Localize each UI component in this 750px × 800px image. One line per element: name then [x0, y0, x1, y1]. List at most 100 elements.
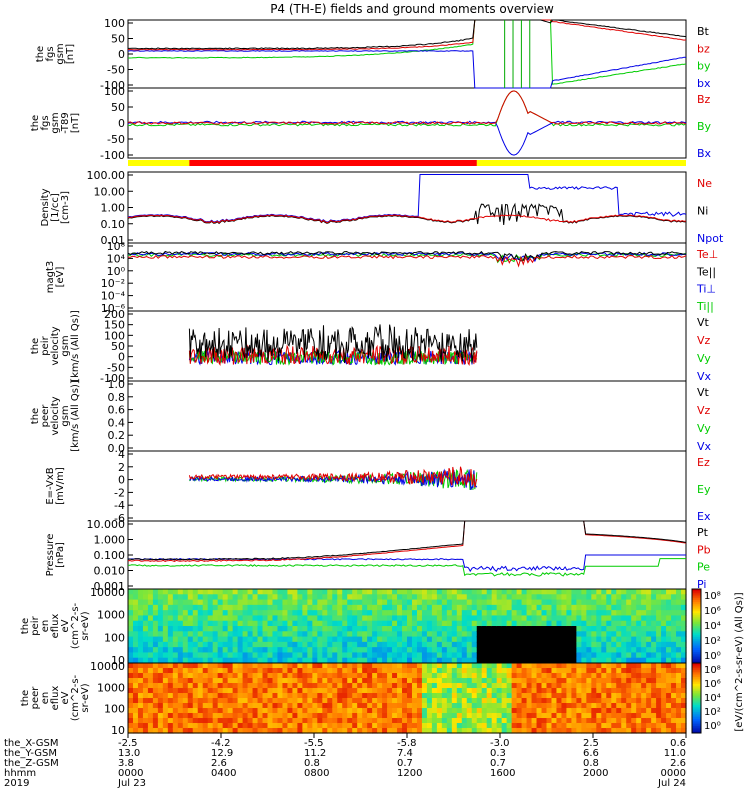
spectro-cell	[526, 698, 533, 704]
spectro-cell	[292, 678, 298, 684]
spectro-cell	[451, 647, 458, 654]
ylabel-line: Density	[40, 188, 51, 226]
spectro-cell	[621, 728, 627, 734]
spectro-cell	[222, 698, 229, 704]
spectro-cell	[536, 641, 543, 648]
spectro-cell	[411, 668, 418, 674]
colorbar-cell	[692, 653, 701, 657]
spectro-cell	[641, 636, 647, 643]
spectro-cell	[232, 610, 239, 617]
spectro-cell	[631, 683, 637, 689]
spectro-cell	[227, 615, 234, 622]
spectro-cell	[132, 641, 139, 648]
spectro-cell	[267, 636, 274, 643]
spectro-cell	[207, 589, 214, 595]
spectro-cell	[601, 652, 607, 659]
spectro-cell	[661, 657, 667, 664]
spectro-cell	[626, 657, 632, 664]
spectro-cell	[461, 723, 468, 729]
spectro-cell	[387, 657, 393, 664]
spectro-cell	[292, 610, 298, 617]
spectro-cell	[666, 594, 672, 601]
spectro-cell	[327, 713, 333, 719]
spectro-cell	[337, 723, 343, 729]
spectro-cell	[282, 647, 289, 654]
ylabel: Pressure[nPa]	[45, 534, 66, 577]
panel-efield: 420-2-4-6E=-VxB[mV/m]	[45, 448, 687, 525]
spectro-cell	[192, 610, 199, 617]
spectro-cell	[561, 668, 568, 674]
spectro-cell	[217, 723, 224, 729]
spectro-cell	[202, 728, 209, 734]
spectro-cell	[481, 657, 488, 664]
spectro-cell	[626, 688, 632, 694]
spectro-cell	[222, 683, 229, 689]
spectro-cell	[476, 657, 483, 664]
spectro-cell	[232, 652, 239, 659]
spectro-cell	[656, 631, 662, 638]
spectro-cell	[192, 663, 199, 669]
spectro-cell	[342, 647, 348, 654]
spectro-cell	[676, 636, 682, 643]
spectro-cell	[476, 615, 483, 622]
spectro-cell	[551, 615, 558, 622]
spectro-cell	[217, 610, 224, 617]
spectro-cell	[651, 626, 657, 632]
spectro-cell	[222, 713, 229, 719]
spectro-cell	[147, 599, 154, 606]
spectro-cell	[347, 698, 353, 704]
spectro-cell	[317, 663, 323, 669]
spectro-cell	[202, 708, 209, 714]
spectro-cell	[541, 678, 548, 684]
spectro-cell	[486, 599, 493, 606]
colorbar-cell	[692, 627, 701, 631]
spectro-cell	[661, 615, 667, 622]
spectro-cell	[242, 718, 249, 724]
spectro-cell	[312, 599, 318, 606]
spectro-cell	[676, 713, 682, 719]
spectro-cell	[591, 594, 597, 601]
spectro-cell	[277, 641, 284, 648]
spectro-cell	[491, 693, 498, 699]
spectro-cell	[292, 728, 298, 734]
spectro-cell	[392, 604, 398, 611]
spectro-cell	[152, 599, 159, 606]
spectro-cell	[292, 688, 298, 694]
spectro-cell	[142, 723, 149, 729]
spectro-cell	[247, 708, 254, 714]
spectro-cell	[621, 657, 627, 664]
legend-pb: Pb	[697, 543, 711, 556]
ytick-label: 10⁴	[107, 252, 126, 265]
spectro-cell	[466, 604, 473, 611]
spectro-cell	[232, 718, 239, 724]
spectro-cell	[501, 693, 508, 699]
spectro-cell	[546, 698, 553, 704]
spectro-cell	[571, 647, 577, 654]
spectro-cell	[446, 688, 453, 694]
xaxis-value: 3.8	[118, 758, 134, 769]
spectro-cell	[247, 713, 254, 719]
spectro-cell	[631, 718, 637, 724]
spectro-cell	[421, 631, 428, 638]
spectro-cell	[307, 708, 313, 714]
ylabel-line: the	[30, 338, 41, 354]
spectro-cell	[397, 599, 403, 606]
spectro-cell	[297, 647, 303, 654]
spectro-cell	[257, 673, 264, 679]
spectro-cell	[541, 688, 548, 694]
spectro-cell	[606, 620, 612, 627]
spectro-cell	[172, 688, 179, 694]
spectro-cell	[252, 647, 259, 654]
spectro-cell	[222, 604, 229, 611]
spectro-cell	[257, 636, 264, 643]
ytick-label: 10.000	[87, 518, 126, 531]
spectro-cell	[451, 708, 458, 714]
spectro-cell	[357, 713, 363, 719]
spectro-cell	[347, 663, 353, 669]
spectro-cell	[292, 663, 298, 669]
spectro-cell	[616, 663, 622, 669]
spectro-cell	[526, 723, 533, 729]
spectro-cell	[197, 663, 204, 669]
spectro-cell	[287, 698, 294, 704]
spectro-cell	[212, 728, 219, 734]
